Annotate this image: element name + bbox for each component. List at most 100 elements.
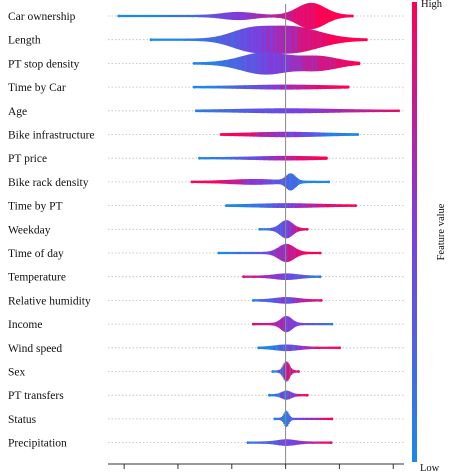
violin-slice: [205, 37, 207, 42]
violin-slice: [197, 62, 200, 65]
violin-slice: [215, 109, 218, 113]
violin-slice: [339, 85, 341, 89]
violin-slice: [243, 132, 246, 137]
violin-slice: [292, 55, 295, 72]
violin-slice: [241, 108, 244, 113]
violin-slice: [346, 37, 349, 43]
violin-slice: [297, 298, 300, 303]
violin-slice: [315, 132, 318, 137]
violin-slice: [254, 26, 256, 53]
violin-slice: [238, 85, 241, 89]
violin-slice: [278, 246, 281, 260]
violin-slice: [300, 345, 303, 350]
violin-slice: [196, 180, 199, 184]
violin-slice: [234, 108, 237, 113]
violin-slice: [300, 180, 302, 184]
violin-slice: [224, 180, 226, 184]
violin-slice: [222, 60, 225, 67]
violin-slice: [237, 30, 240, 50]
violin-slice: [249, 27, 252, 53]
violin-slice: [264, 108, 267, 114]
violin-slice: [286, 273, 289, 280]
violin-slice: [207, 85, 209, 89]
violin-slice: [291, 273, 294, 280]
violin-slice: [252, 441, 255, 444]
violin-slice: [240, 251, 243, 255]
violin-slice: [301, 5, 303, 27]
violin-slice: [303, 27, 306, 52]
violin-slice: [287, 54, 290, 72]
violin-slice: [309, 203, 311, 208]
violin-slice: [211, 180, 213, 184]
violin-slice: [317, 85, 320, 90]
violin-slice: [134, 14, 136, 18]
x-ticks: [123, 464, 394, 469]
violin-slice: [308, 3, 310, 29]
violin-slice: [296, 131, 299, 138]
violin-slice: [274, 179, 277, 185]
violin-slice: [293, 345, 296, 351]
violin-slice: [304, 441, 306, 444]
violin-slice: [308, 203, 310, 208]
violin-slice: [277, 108, 280, 114]
violin-slice: [283, 155, 286, 161]
violin-slice: [258, 84, 261, 90]
violin-slice: [309, 346, 311, 350]
violin-slice: [196, 85, 199, 89]
violin-slice: [257, 108, 260, 113]
violin-slice: [269, 132, 271, 137]
violin-slice: [242, 156, 245, 160]
violin-slice: [348, 60, 351, 67]
violin-slice: [297, 274, 300, 279]
violin-slice: [259, 275, 261, 278]
violin-slice: [348, 14, 350, 18]
violin-slice: [326, 85, 328, 89]
violin-slice: [221, 60, 224, 67]
violin-slice: [152, 38, 154, 41]
violin-slice: [326, 204, 328, 208]
violin-slice: [224, 133, 227, 136]
violin-slice: [316, 108, 318, 113]
violin-slice: [291, 84, 293, 90]
violin-slice: [261, 346, 263, 350]
violin-slice: [254, 156, 257, 160]
violin-slice: [319, 132, 321, 137]
violin-slice: [263, 108, 266, 114]
violin-slice: [292, 297, 295, 304]
violin-slice: [264, 275, 266, 279]
violin-slice: [206, 37, 208, 42]
violin-slice: [341, 204, 344, 207]
violin-slice: [252, 132, 254, 137]
violin-slice: [120, 14, 122, 18]
violin-slice: [213, 85, 215, 89]
violin-slice: [251, 26, 254, 53]
violin-slice: [356, 38, 358, 42]
violin-slice: [291, 55, 293, 72]
outlier-point: [297, 370, 300, 373]
violin-slice: [235, 11, 237, 20]
violin-slice: [273, 440, 275, 445]
violin-slice: [227, 33, 230, 47]
violin-slice: [296, 177, 298, 186]
violin-slice: [170, 38, 172, 41]
violin-slice: [307, 251, 310, 255]
violin-slice: [322, 417, 325, 420]
violin-slice: [261, 84, 263, 90]
violin-slice: [277, 179, 279, 185]
violin-slice: [213, 36, 216, 43]
violin-slice: [316, 275, 319, 278]
violin-slice: [314, 156, 317, 160]
violin-slice: [326, 33, 328, 46]
violin-slice: [323, 33, 326, 47]
violin-slice: [275, 440, 278, 445]
violin-slice: [385, 109, 388, 113]
outlier-point: [330, 322, 334, 326]
violin-slice: [277, 14, 279, 18]
violin-slice: [322, 323, 325, 326]
violin-slice: [237, 179, 240, 185]
violin-slice: [300, 322, 302, 326]
violin-slice: [352, 204, 354, 207]
violin-slice: [321, 108, 323, 113]
violin-slice: [341, 36, 344, 43]
violin-slice: [271, 108, 274, 114]
